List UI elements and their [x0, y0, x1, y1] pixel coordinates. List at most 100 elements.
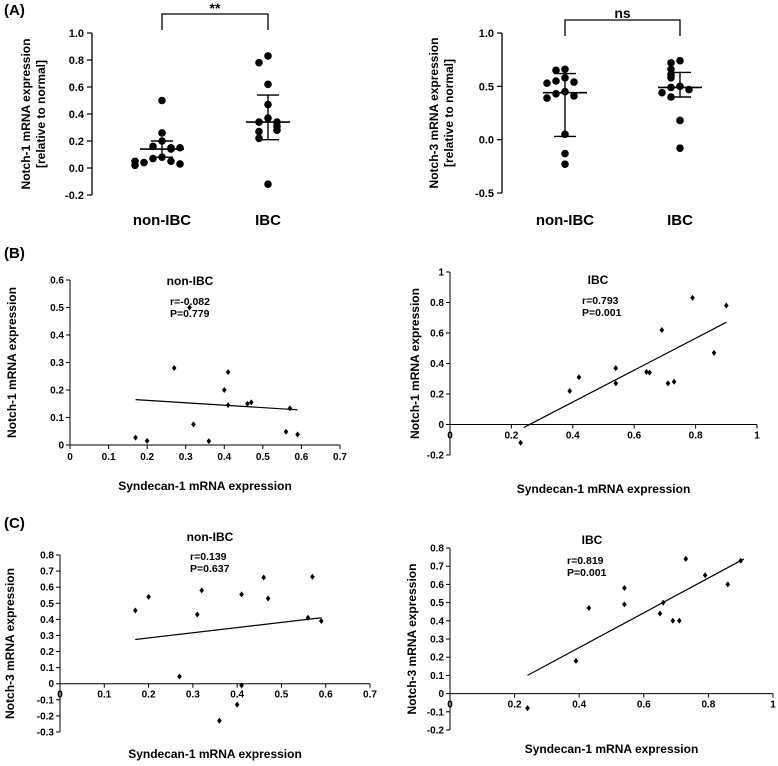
x-tick-label: 0: [57, 690, 63, 701]
data-point: [149, 154, 157, 163]
data-point: [613, 380, 619, 387]
x-tick-label: 0.1: [102, 452, 116, 463]
data-point: [310, 573, 315, 580]
x-tick-label: 1: [754, 431, 760, 442]
y-tick-label: 0.4: [50, 331, 64, 342]
significance-label: **: [210, 0, 221, 16]
data-point: [199, 587, 205, 594]
x-tick-label: 0.4: [230, 690, 244, 701]
y-tick-label: -0.1: [37, 695, 55, 706]
y-axis-label: Notch-3 mRNA expression: [427, 38, 441, 189]
y-tick-label: 0.8: [40, 551, 54, 562]
data-point: [676, 116, 684, 125]
stat-p: P=0.779: [170, 308, 210, 320]
x-tick-label: 0.2: [508, 700, 522, 711]
y-tick-label: -0.2: [65, 190, 84, 202]
x-tick-label: 0.5: [274, 690, 288, 701]
x-axis-label: Syndecan-1 mRNA expression: [517, 482, 691, 496]
y-tick-label: 0.1: [50, 413, 64, 424]
y-axis-label-2: [relative to normal]: [34, 60, 48, 168]
x-tick-label: 0.2: [142, 690, 156, 701]
data-point: [622, 585, 627, 592]
stat-r: r=0.139: [190, 551, 227, 563]
data-point: [171, 365, 177, 371]
y-tick-label: 0.8: [430, 298, 444, 309]
data-point: [622, 601, 627, 608]
data-point: [660, 599, 666, 606]
chart-a1: -0.2 0.0 0.2 0.4 0.6 0.8 1.0 Notch-1 mRNA expre…: [19, 0, 290, 229]
y-tick-label: -0.3: [37, 728, 55, 739]
chart-title: IBC: [582, 533, 603, 547]
y-tick-label: 0.6: [430, 329, 444, 340]
data-point: [657, 610, 663, 617]
data-point: [158, 129, 166, 137]
stat-p: P=0.001: [582, 307, 622, 319]
data-point: [676, 82, 684, 91]
data-point: [133, 434, 138, 441]
x-tick-label: 0.6: [627, 431, 641, 442]
y-tick-label: 0.3: [40, 631, 54, 642]
trend-line: [135, 399, 298, 411]
chart-a2: -0.5 0.0 0.5 1.0 Notch-3 mRNA expression [rel…: [427, 5, 702, 229]
x-tick-label: 0.7: [333, 452, 347, 463]
stat-r: r=0.819: [567, 555, 604, 567]
data-point: [573, 657, 579, 664]
category-label: non-IBC: [133, 212, 191, 229]
y-axis-label-2: [relative to normal]: [442, 59, 456, 167]
x-tick-label: 0.5: [256, 452, 270, 463]
data-point: [543, 94, 551, 102]
data-point: [217, 717, 222, 724]
y-tick-label: 0.8: [69, 55, 84, 67]
data-point: [295, 431, 300, 438]
y-tick-label: 1.0: [69, 28, 84, 40]
data-point: [264, 114, 272, 122]
stat-p: P=0.637: [190, 563, 230, 575]
x-tick-label: 0.8: [689, 431, 703, 442]
data-point: [234, 701, 240, 708]
data-point: [131, 161, 139, 170]
significance-bracket: [564, 19, 681, 36]
y-tick-label: 0.2: [430, 390, 444, 401]
trend-line: [523, 321, 727, 429]
x-tick-label: 0.4: [566, 431, 580, 442]
y-tick-label: 0.2: [50, 386, 64, 397]
data-point: [525, 705, 530, 712]
data-point: [221, 387, 227, 393]
y-axis-label: Notch-1 mRNA expression: [19, 39, 33, 190]
data-point: [724, 302, 729, 309]
data-point: [167, 157, 175, 166]
data-point: [146, 593, 151, 600]
data-point: [187, 304, 192, 311]
y-tick-label: 0.4: [430, 359, 444, 370]
chart-c2: -0.2-0.100.10.20.30.40.50.60.70.80 0.2 0.4…: [405, 533, 776, 756]
x-tick-label: 0.6: [319, 690, 333, 701]
y-tick-label: 0.6: [50, 276, 64, 287]
x-tick-label: 0.4: [572, 700, 586, 711]
data-point: [248, 399, 254, 406]
category-label: IBC: [667, 212, 693, 229]
y-tick-label: 1: [438, 268, 444, 279]
y-tick-label: 0.2: [430, 653, 444, 664]
data-point: [273, 126, 281, 134]
y-tick-label: 0: [438, 689, 444, 700]
x-axis-label: Syndecan-1 mRNA expression: [128, 747, 302, 761]
data-point: [644, 368, 649, 375]
y-tick-label: 0: [58, 441, 64, 452]
data-point: [167, 145, 175, 153]
y-tick-label: 0.6: [430, 580, 444, 591]
y-tick-label: 0.6: [40, 583, 54, 594]
data-point: [176, 160, 184, 168]
x-tick-label: 0.6: [637, 700, 651, 711]
y-tick-label: 0.4: [40, 615, 54, 626]
x-tick-label: 0.2: [504, 431, 518, 442]
category-label: IBC: [255, 212, 281, 229]
y-tick-label: 0.5: [50, 303, 64, 314]
data-point: [225, 402, 231, 409]
panel-label-c: (C): [4, 515, 25, 532]
x-tick-label: 0.3: [186, 690, 200, 701]
data-point: [552, 90, 560, 98]
data-point: [132, 607, 138, 614]
data-point: [255, 127, 263, 136]
data-point: [702, 572, 708, 579]
y-tick-label: 0: [438, 420, 444, 431]
